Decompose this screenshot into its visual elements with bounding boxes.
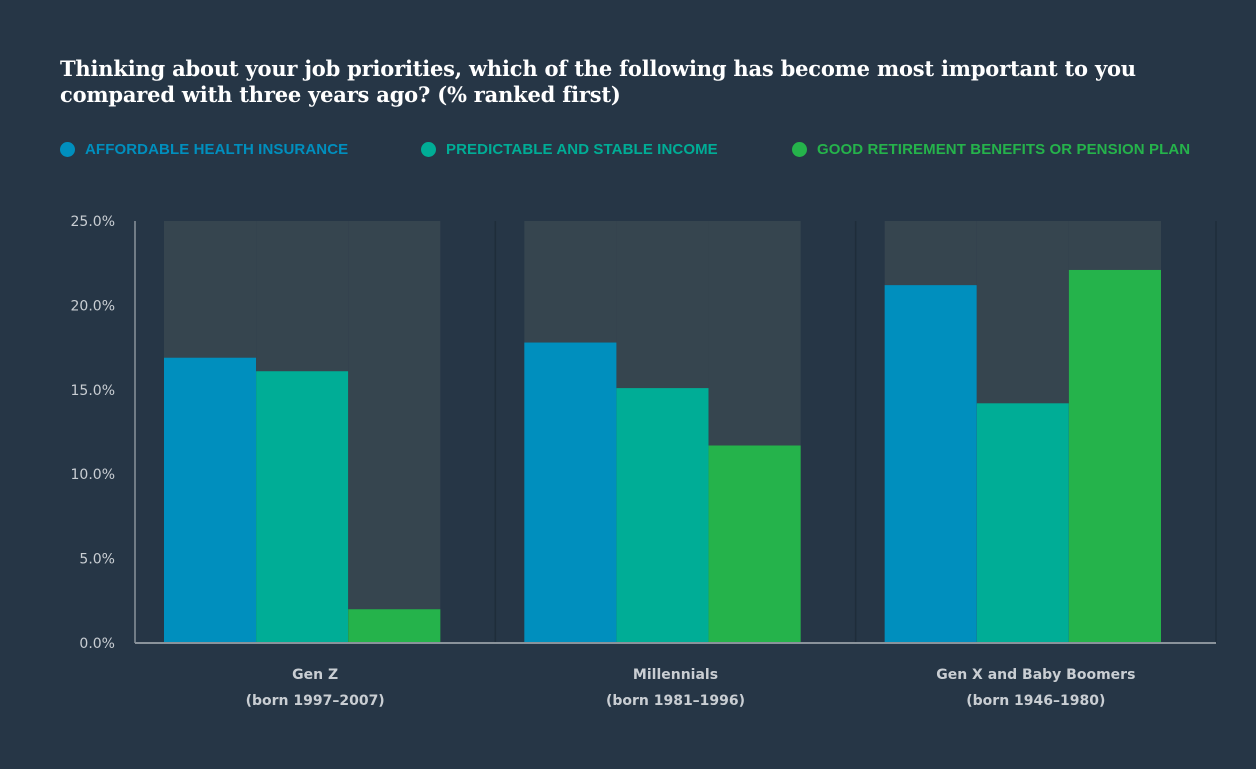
legend-dot-icon: [60, 142, 75, 157]
category-label: Gen Z: [292, 667, 338, 683]
bar-2-2: [1068, 269, 1161, 643]
chart-title: Thinking about your job priorities, whic…: [60, 56, 1136, 107]
legend-label: PREDICTABLE AND STABLE INCOME: [446, 141, 718, 158]
y-tick-label: 25.0%: [71, 214, 115, 230]
y-tick-label: 20.0%: [71, 298, 115, 314]
bar-0-2: [348, 609, 441, 643]
bar-1-2: [708, 445, 801, 643]
category-sublabel: (born 1981–1996): [606, 693, 745, 709]
bar-2-0: [884, 285, 977, 643]
bar-0-0: [164, 357, 257, 643]
bar-1-0: [524, 342, 617, 643]
y-tick-label: 0.0%: [79, 636, 115, 652]
legend-item-stable-income: PREDICTABLE AND STABLE INCOME: [421, 141, 718, 158]
legend-label: AFFORDABLE HEALTH INSURANCE: [85, 141, 349, 158]
y-tick-label: 15.0%: [71, 383, 115, 399]
legend-dot-icon: [421, 142, 436, 157]
y-tick-label: 5.0%: [79, 552, 115, 568]
bar-2-1: [976, 403, 1069, 643]
legend-dot-icon: [792, 142, 807, 157]
category-sublabel: (born 1946–1980): [966, 693, 1105, 709]
category-sublabel: (born 1997–2007): [246, 693, 385, 709]
legend-item-retirement-benefits: GOOD RETIREMENT BENEFITS OR PENSION PLAN: [792, 141, 1190, 158]
bar-background: [348, 221, 441, 643]
legend-item-health-insurance: AFFORDABLE HEALTH INSURANCE: [60, 141, 348, 158]
category-label: Gen X and Baby Boomers: [936, 667, 1135, 683]
category-label: Millennials: [633, 667, 718, 683]
legend-label: GOOD RETIREMENT BENEFITS OR PENSION PLAN: [817, 141, 1191, 158]
legend: AFFORDABLE HEALTH INSURANCE PREDICTABLE …: [60, 141, 1216, 161]
y-tick-label: 10.0%: [71, 467, 115, 483]
bar-1-1: [616, 388, 709, 643]
bar-0-1: [256, 371, 349, 643]
